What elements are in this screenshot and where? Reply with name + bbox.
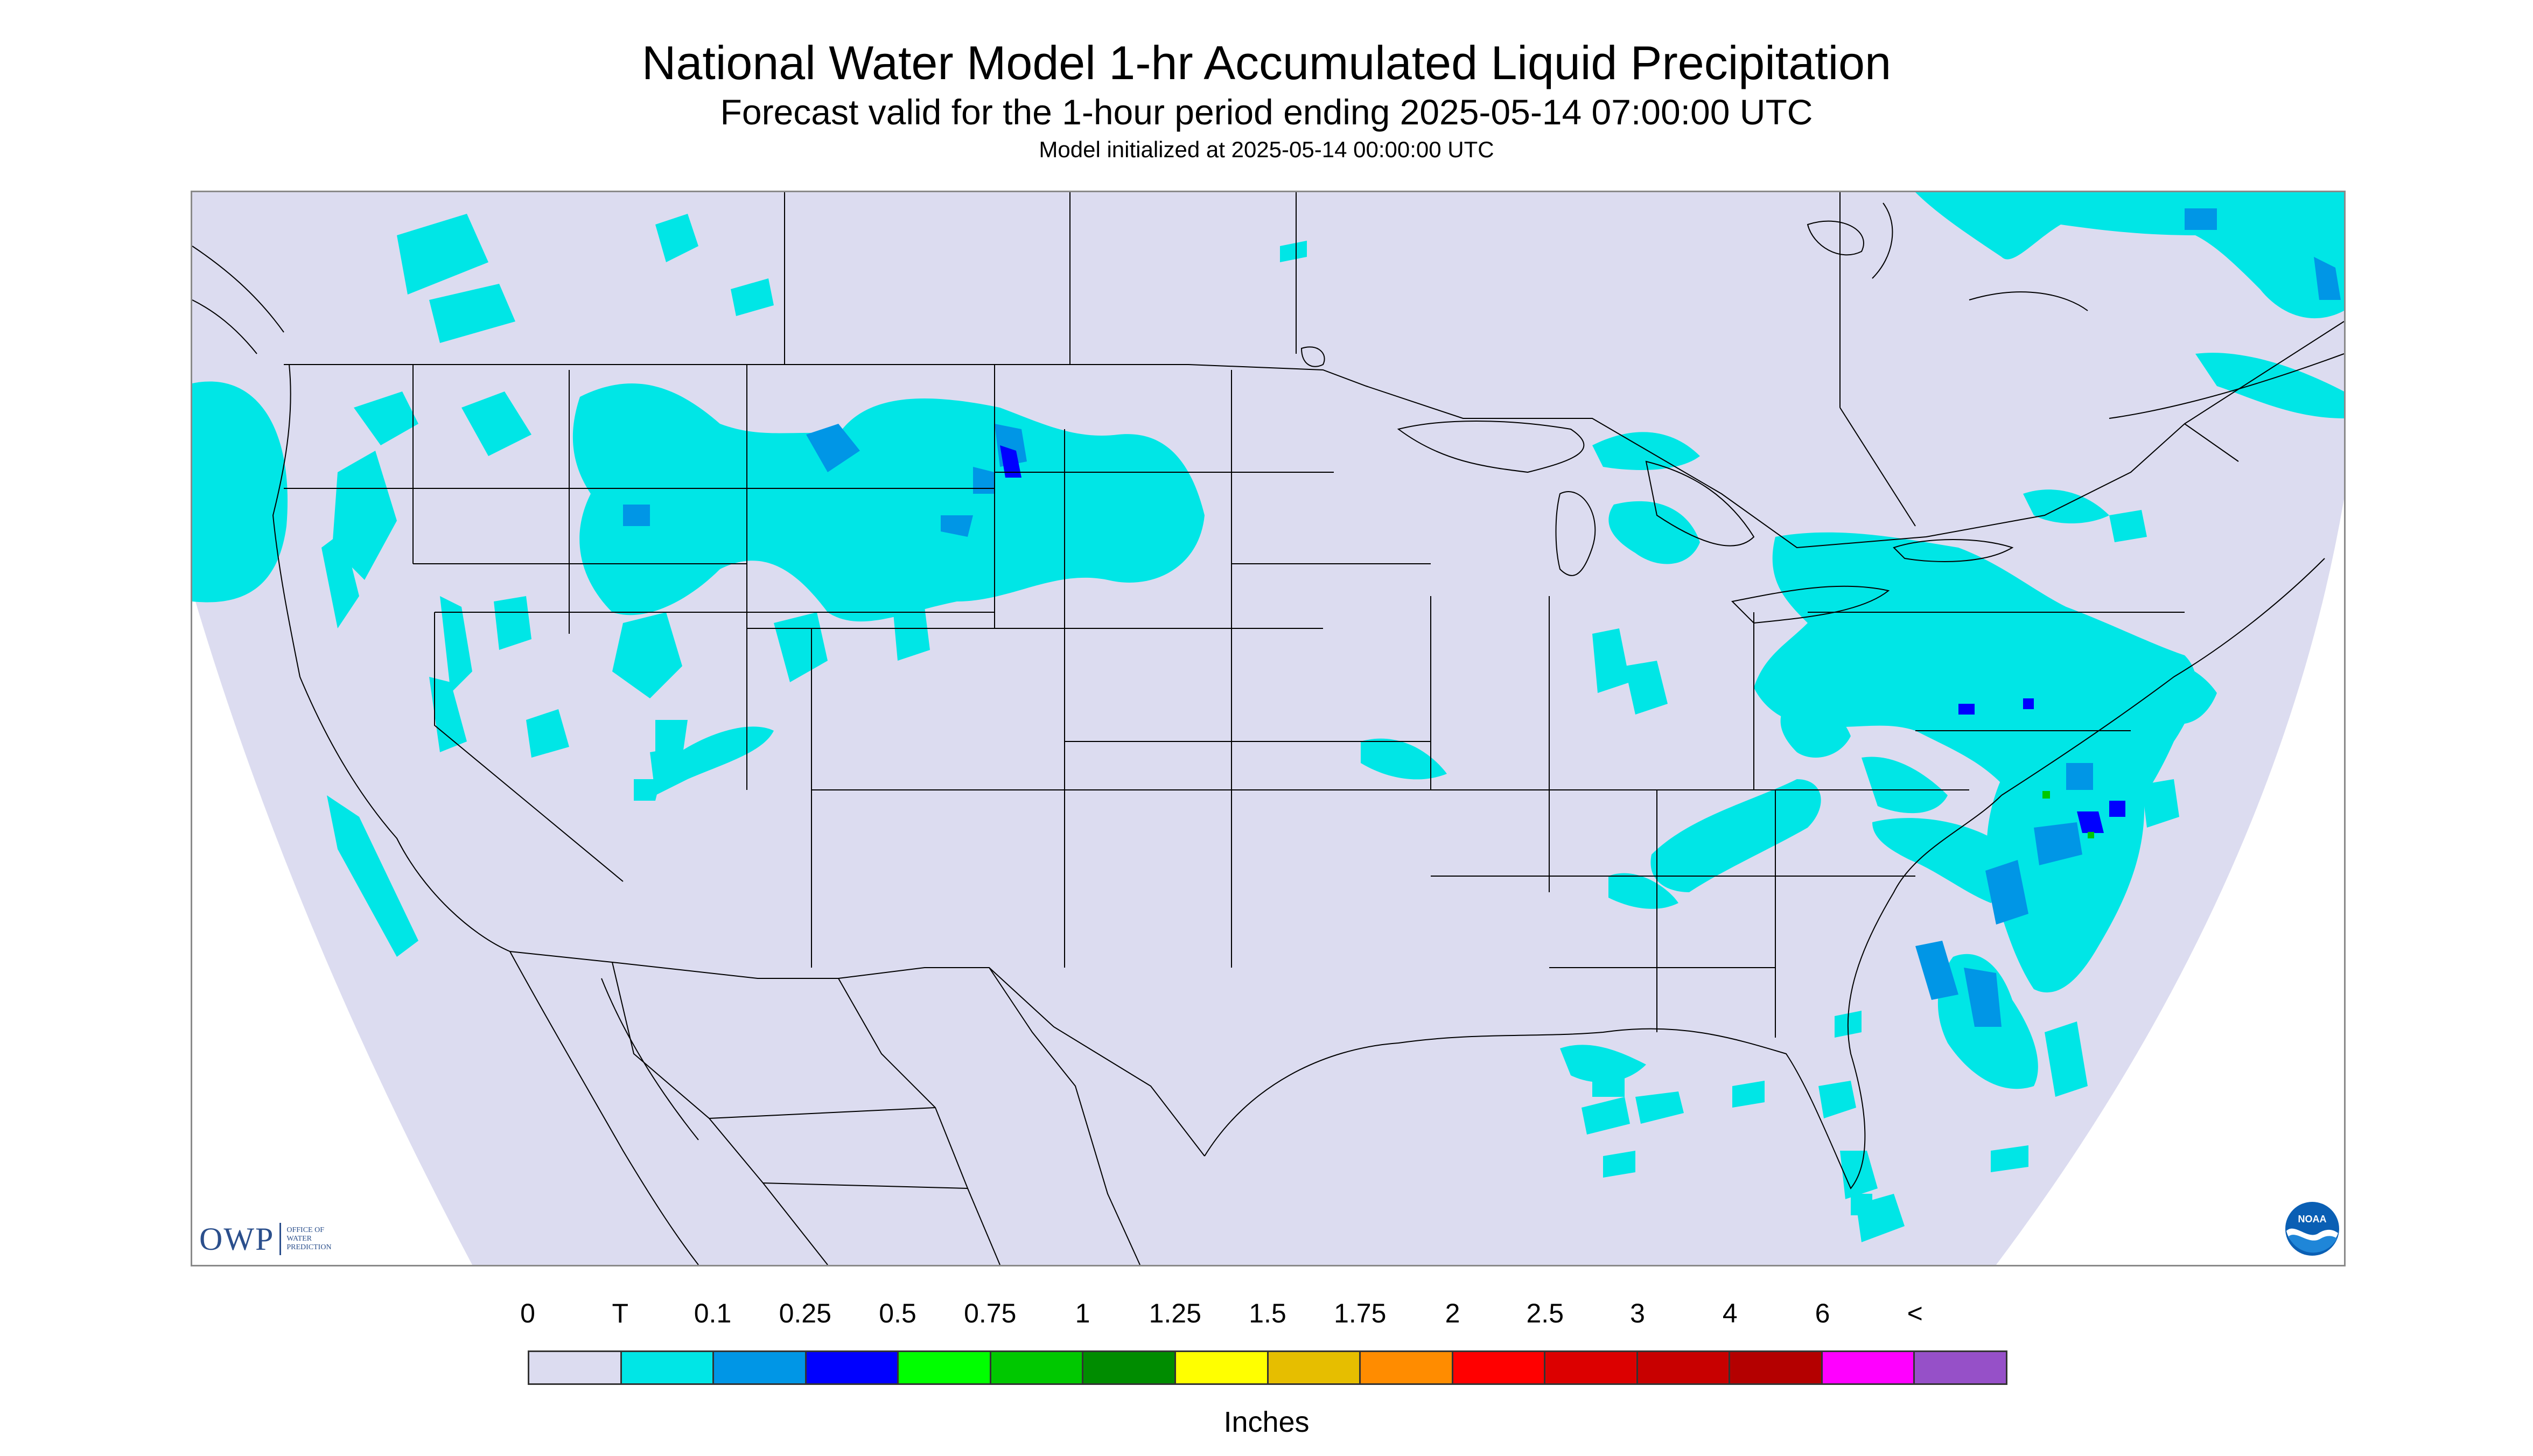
legend-tick-label: 0.25: [779, 1298, 831, 1328]
legend-tick-label: T: [612, 1298, 629, 1328]
owp-logo-subtext: Office of Water Prediction: [286, 1226, 331, 1252]
legend-tick-label: 4: [1722, 1298, 1738, 1328]
owp-sub-line: Prediction: [286, 1243, 332, 1251]
noaa-logo-text: NOAA: [2298, 1214, 2327, 1224]
legend-tick-label: 2: [1445, 1298, 1460, 1328]
legend-tick-label: 2.5: [1526, 1298, 1564, 1328]
legend-tick-label: 0: [520, 1298, 535, 1328]
precip-green-cores: [2042, 791, 2094, 838]
owp-logo: OWP Office of Water Prediction: [199, 1220, 332, 1258]
legend-units: Inches: [1223, 1406, 1310, 1438]
model-init-line: Model initialized at 2025-05-14 00:00:00…: [1039, 137, 1494, 162]
coast-detail: [192, 202, 1893, 367]
noaa-logo: NOAA: [2285, 1202, 2339, 1256]
owp-logo-divider: [279, 1223, 282, 1255]
legend-swatch: [991, 1352, 1084, 1383]
legend-tick-label: 0.5: [879, 1298, 916, 1328]
owp-sub-line: Office of: [286, 1226, 324, 1234]
legend-tick-label: 3: [1630, 1298, 1645, 1328]
legend-labels: 0 T 0.1 0.25 0.5 0.75 1 1.25 1.5 1.75 2 2.5 3 4 6 <: [0, 1298, 2533, 1335]
legend-tick-label: 0.1: [694, 1298, 732, 1328]
legend-swatch: [1268, 1352, 1361, 1383]
legend-swatch: [1175, 1352, 1269, 1383]
legend-swatch: [529, 1352, 622, 1383]
legend-swatch: [621, 1352, 715, 1383]
legend-swatch: [1453, 1352, 1546, 1383]
legend-swatch: [1822, 1352, 1915, 1383]
map-subtitle: Forecast valid for the 1-hour period end…: [720, 92, 1813, 132]
legend-swatch: [1915, 1352, 2006, 1383]
legend-swatch: [1361, 1352, 1453, 1383]
legend-swatch: [806, 1352, 899, 1383]
boundary-lines: [272, 192, 2344, 1265]
legend-tick-label: <: [1907, 1298, 1923, 1328]
legend-swatch: [899, 1352, 991, 1383]
legend-tick-label: 0.75: [964, 1298, 1017, 1328]
precipitation-map: [191, 191, 2346, 1266]
precip-core-layer: [1000, 445, 2125, 833]
owp-sub-line: Water: [286, 1235, 312, 1243]
legend-tick-label: 1.5: [1249, 1298, 1286, 1328]
legend-tick-label: 1.25: [1149, 1298, 1201, 1328]
map-title: National Water Model 1-hr Accumulated Li…: [641, 36, 1892, 89]
legend-swatch: [1083, 1352, 1176, 1383]
owp-logo-text: OWP: [199, 1221, 275, 1257]
legend-swatch: [714, 1352, 807, 1383]
legend-tick-label: 1: [1075, 1298, 1090, 1328]
legend-tick-label: 1.75: [1334, 1298, 1387, 1328]
legend-colorbar: [528, 1350, 2007, 1385]
legend-swatch: [1638, 1352, 1731, 1383]
legend-swatch: [1545, 1352, 1638, 1383]
legend-swatch: [1730, 1352, 1823, 1383]
legend-tick-label: 6: [1815, 1298, 1830, 1328]
